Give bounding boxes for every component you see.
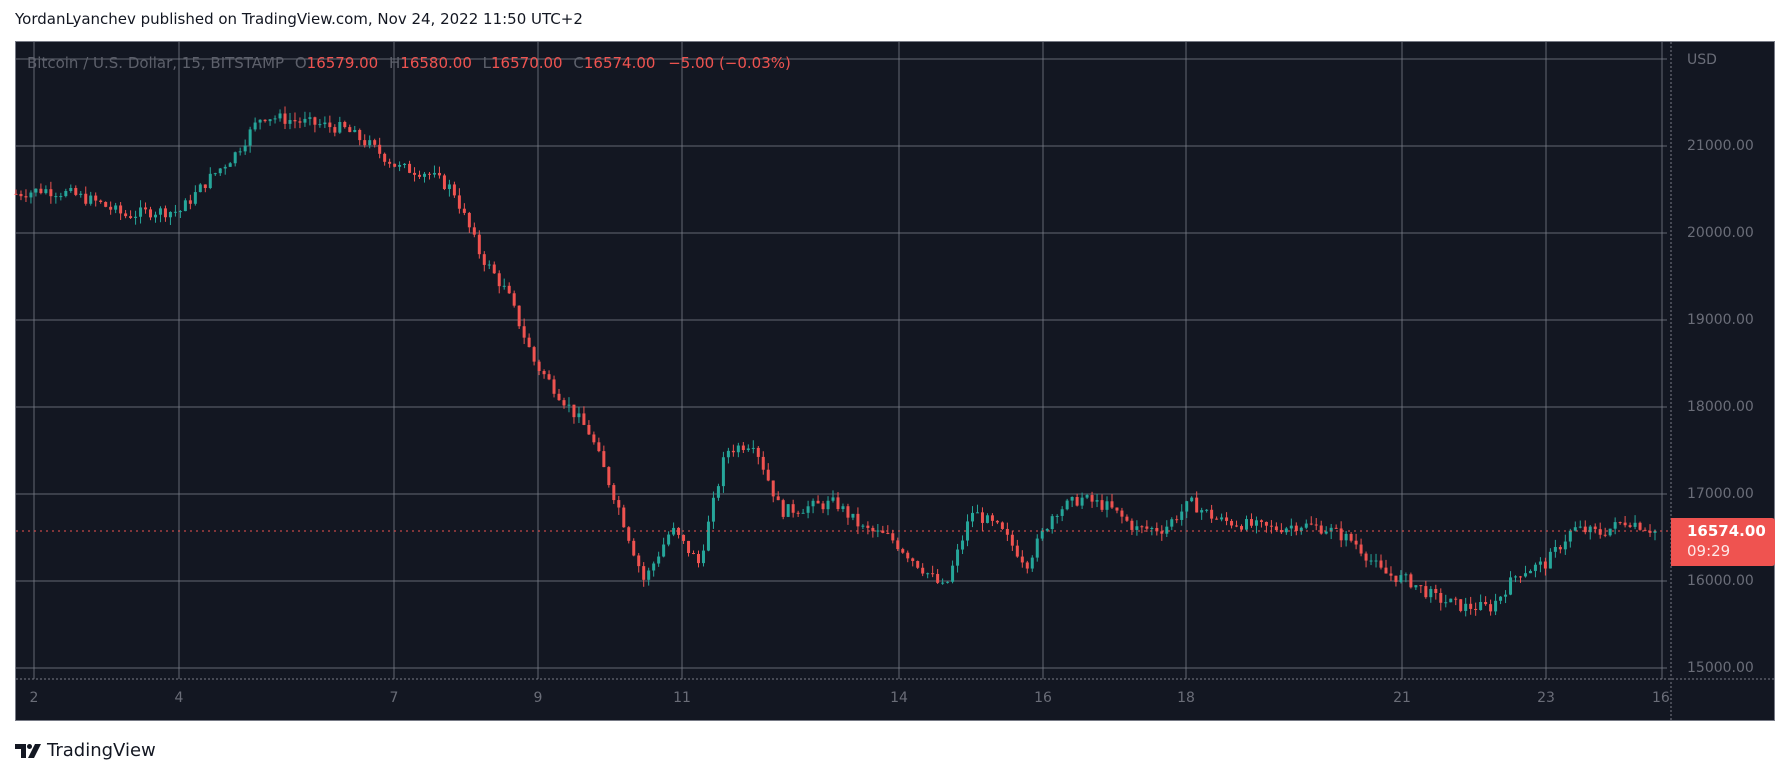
price-tick: 18000.00: [1687, 399, 1754, 415]
time-tick: 7: [389, 690, 399, 706]
low-label: L: [482, 54, 492, 72]
time-tick: 14: [890, 690, 908, 706]
publish-header: YordanLyanchev published on TradingView.…: [15, 10, 583, 28]
price-axis-currency: USD: [1687, 52, 1717, 68]
price-tick: 20000.00: [1687, 225, 1754, 241]
high-value: 16580.00: [400, 54, 472, 72]
brand-name: TradingView: [47, 740, 156, 761]
open-label: O: [294, 54, 307, 72]
price-tick: 17000.00: [1687, 486, 1754, 502]
last-price-value: 16574.00: [1687, 522, 1766, 540]
time-tick: 2: [29, 690, 39, 706]
time-tick: 11: [673, 690, 691, 706]
change-value: −5.00 (−0.03%): [668, 54, 791, 72]
symbol-title: Bitcoin / U.S. Dollar, 15, BITSTAMP: [27, 54, 285, 72]
last-price-label: 16574.00 09:29: [1671, 518, 1775, 566]
price-tick: 15000.00: [1687, 660, 1754, 676]
low-value: 16570.00: [491, 54, 563, 72]
time-tick: 16:0: [1652, 690, 1670, 706]
time-tick: 21: [1393, 690, 1411, 706]
price-tick: 19000.00: [1687, 312, 1754, 328]
close-label: C: [573, 54, 584, 72]
price-tick: 21000.00: [1687, 138, 1754, 154]
time-tick: 4: [174, 690, 184, 706]
tradingview-logo[interactable]: TradingView: [15, 740, 156, 761]
ohlc-legend: Bitcoin / U.S. Dollar, 15, BITSTAMP O165…: [27, 54, 791, 72]
time-tick: 18: [1177, 690, 1195, 706]
open-value: 16579.00: [306, 54, 379, 72]
tradingview-logo-icon: [15, 743, 41, 758]
time-tick: 16: [1034, 690, 1052, 706]
close-value: 16574.00: [583, 54, 656, 72]
time-tick: 9: [533, 690, 543, 706]
time-tick: 23: [1537, 690, 1555, 706]
high-label: H: [389, 54, 401, 72]
price-tick: 16000.00: [1687, 573, 1754, 589]
bar-countdown: 09:29: [1687, 542, 1731, 560]
